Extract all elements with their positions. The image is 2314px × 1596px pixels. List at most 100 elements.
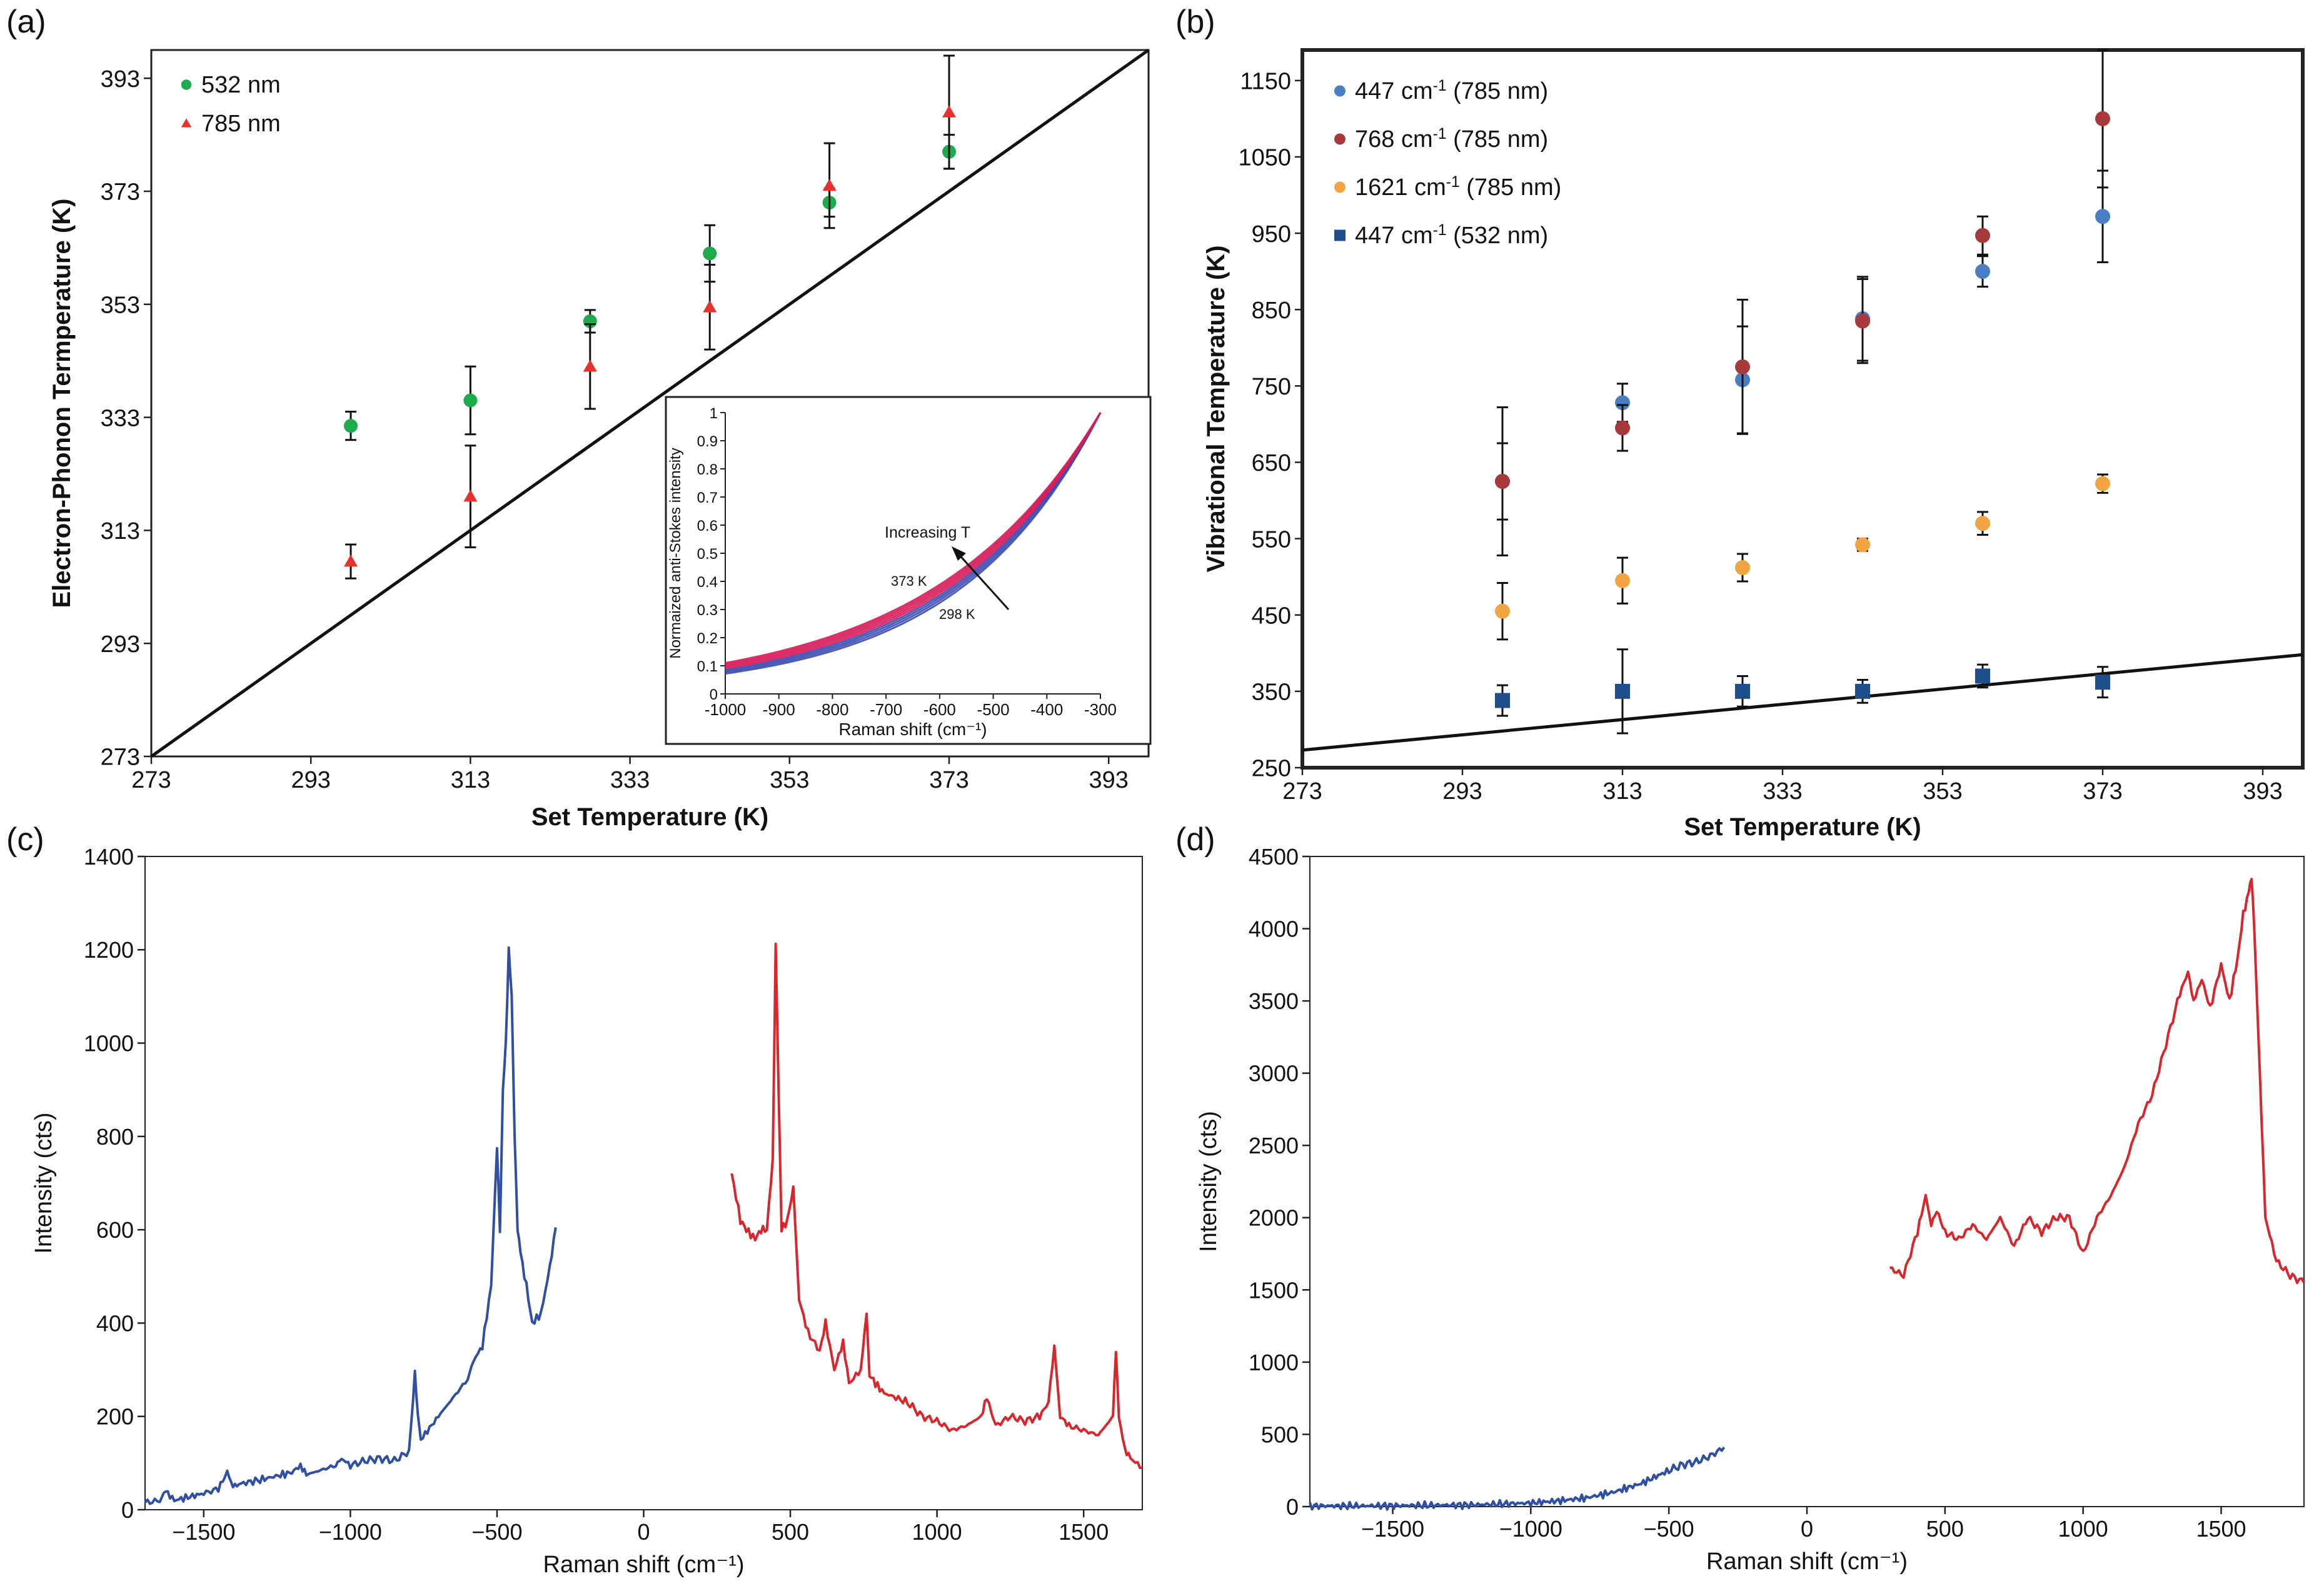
inset-y-tick-label: 0.9 <box>697 433 718 450</box>
data-point-circle <box>463 393 478 408</box>
y-tick-label: 600 <box>96 1217 134 1243</box>
data-point-circle <box>1334 181 1346 193</box>
inset-y-tick-label: 0.1 <box>697 658 718 675</box>
data-point-square <box>1975 668 1990 684</box>
inset-x-axis-label: Raman shift (cm⁻¹) <box>838 720 987 739</box>
x-tick-label: −1500 <box>172 1519 235 1545</box>
data-point-triangle <box>344 555 358 567</box>
inset-spectrum-curve <box>725 412 1102 667</box>
data-point-circle <box>344 419 358 433</box>
inset-frame <box>665 396 1152 745</box>
x-tick-label: 1500 <box>1059 1519 1109 1545</box>
data-point-circle <box>1975 228 1990 243</box>
x-tick-label: −500 <box>1644 1516 1694 1542</box>
x-tick-label: 353 <box>770 767 809 793</box>
y-tick-label: 850 <box>1252 298 1291 324</box>
y-tick-label: 2500 <box>1249 1133 1299 1158</box>
inset-annotation-298k: 298 K <box>939 606 975 622</box>
legend-label: 1621 cm-1 (785 nm) <box>1355 174 1561 201</box>
y-tick-label: 250 <box>1252 756 1291 782</box>
x-tick-label: −1000 <box>319 1519 382 1545</box>
spectrum-line-stokes <box>730 942 1143 1469</box>
data-point-circle <box>1735 359 1750 374</box>
y-tick-label: 1200 <box>84 937 134 963</box>
y-axis-label: Intensity (cts) <box>31 1113 57 1254</box>
inset-x-tick-label: -600 <box>923 700 956 719</box>
y-tick-label: 800 <box>96 1124 134 1150</box>
inset-y-tick-label: 0.4 <box>697 574 718 591</box>
x-axis-label: Set Temperature (K) <box>1684 813 1921 841</box>
data-point-triangle <box>703 300 717 313</box>
y-tick-label: 353 <box>101 292 140 318</box>
y-tick-label: 4000 <box>1249 916 1299 942</box>
inset-spectrum-curve <box>725 412 1102 672</box>
inset-y-tick-label: 0 <box>710 686 718 703</box>
data-point-circle <box>1334 85 1346 97</box>
spectrum-line-stokes <box>1889 878 2305 1285</box>
panel-label-b: (b) <box>1175 4 1215 40</box>
data-point-square <box>1855 683 1870 699</box>
x-tick-label: 293 <box>1442 778 1482 805</box>
inset-spectrum-curve <box>725 412 1102 673</box>
legend-label: 768 cm-1 (785 nm) <box>1355 126 1548 153</box>
inset-spectrum-curve <box>725 412 1102 670</box>
data-point-circle <box>1735 560 1750 576</box>
inset-y-tick-label: 0.5 <box>697 546 718 563</box>
x-tick-label: 313 <box>451 767 490 793</box>
data-point-circle <box>2095 209 2110 224</box>
y-axis-label: Electron-Phonon Termperature (K) <box>48 199 76 608</box>
y-axis-label: Vibrational Temperature (K) <box>1202 245 1230 572</box>
x-tick-label: 373 <box>2083 778 2122 805</box>
data-point-circle <box>1975 264 1990 279</box>
inset-spectrum-curve <box>725 412 1102 675</box>
y-tick-label: 2000 <box>1249 1205 1299 1231</box>
x-tick-label: 393 <box>2243 778 2282 805</box>
spectrum-line-anti-stokes <box>144 946 557 1505</box>
chart-panel-d: −1500 −1000 −500 0 500 1000 1500 0 500 1000 1500 20… <box>1195 844 2305 1575</box>
inset-y-tick-label: 0.7 <box>697 489 718 506</box>
inset-x-tick-label: -900 <box>763 700 795 719</box>
data-point-square <box>1735 683 1750 699</box>
data-point-circle <box>2095 111 2110 126</box>
reference-line-y-equals-x <box>1302 653 2303 752</box>
x-tick-label: −500 <box>471 1519 522 1545</box>
data-point-circle <box>1615 573 1630 588</box>
inset-y-tick-label: 0.8 <box>697 461 718 478</box>
panel-label-a: (a) <box>6 4 46 40</box>
inset-annotation-increasing-t: Increasing T <box>885 524 970 541</box>
data-point-triangle <box>822 178 837 191</box>
x-tick-label: 1000 <box>2058 1516 2108 1542</box>
data-point-square <box>1334 229 1346 241</box>
data-point-circle <box>2095 476 2110 491</box>
data-point-circle <box>1495 474 1510 489</box>
data-point-triangle <box>181 118 192 128</box>
plot-frame <box>1300 48 2305 770</box>
x-tick-label: 0 <box>1801 1516 1813 1542</box>
x-tick-label: 500 <box>772 1519 809 1545</box>
data-point-circle <box>1615 395 1630 411</box>
plot-frame <box>144 856 1143 1510</box>
inset-arrow-line <box>957 552 1010 611</box>
y-tick-label: 273 <box>101 745 140 771</box>
data-point-triangle <box>463 489 478 502</box>
y-tick-label: 3000 <box>1249 1061 1299 1087</box>
y-tick-label: 350 <box>1252 680 1291 706</box>
reference-line-y-equals-x <box>150 48 1150 758</box>
legend-label: 532 nm <box>201 72 281 98</box>
x-tick-label: 273 <box>1282 778 1322 805</box>
inset-annotation-373k: 373 K <box>891 573 927 589</box>
data-point-circle <box>1615 420 1630 436</box>
inset-y-tick-label: 0.2 <box>697 630 718 647</box>
data-point-circle <box>1855 537 1870 553</box>
x-tick-label: −1500 <box>1361 1516 1424 1542</box>
legend-label: 785 nm <box>201 111 281 137</box>
x-tick-label: 1500 <box>2196 1516 2246 1542</box>
data-point-circle <box>1495 603 1510 619</box>
chart-panel-b: 273 293 313 333 353 373 393 250 350 450 550 650 750 8… <box>1202 48 2305 841</box>
y-tick-label: 750 <box>1252 374 1291 400</box>
data-point-triangle <box>942 105 956 118</box>
x-axis-label: Raman shift (cm⁻¹) <box>543 1552 745 1578</box>
y-tick-label: 1000 <box>84 1031 134 1056</box>
y-tick-label: 393 <box>101 66 140 93</box>
data-point-circle <box>181 79 192 90</box>
